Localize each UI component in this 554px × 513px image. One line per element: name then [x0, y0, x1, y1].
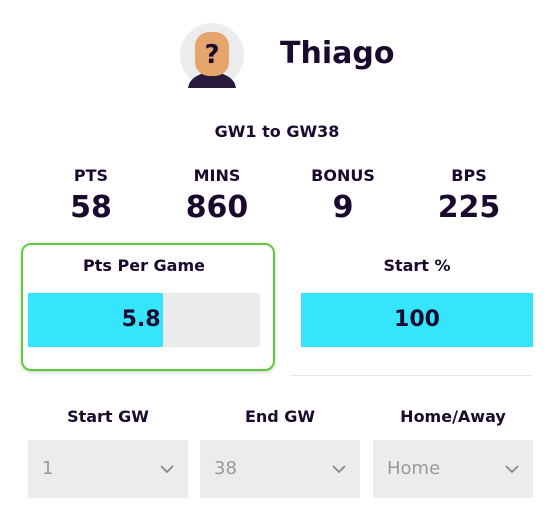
meter-bar — [301, 293, 533, 347]
chevron — [505, 465, 519, 474]
stat-label: MINS — [193, 166, 241, 185]
select[interactable]: 1 — [28, 440, 188, 498]
highlight-box — [21, 243, 275, 371]
stat-value: 9 — [332, 190, 354, 225]
select-value: Home — [387, 458, 441, 479]
select[interactable]: Home — [373, 440, 533, 498]
avatar: ? — [180, 23, 244, 88]
stat-label: BPS — [451, 166, 487, 185]
stat-value: 58 — [70, 190, 112, 225]
chevron — [160, 465, 174, 474]
stat-label: BONUS — [311, 166, 375, 185]
divider — [290, 375, 533, 376]
select[interactable]: 38 — [200, 440, 360, 498]
meter-value: 5.8 — [121, 307, 161, 332]
select-value: 1 — [42, 458, 54, 479]
stat-label: PTS — [73, 166, 109, 185]
meter-bar — [28, 293, 163, 347]
select-value: 38 — [214, 458, 237, 479]
meter-label: Start % — [383, 256, 451, 275]
stat-value: 225 — [437, 190, 501, 225]
filter-label: Start GW — [67, 407, 149, 426]
stat-value: 860 — [185, 190, 249, 225]
period: GW1 to GW38 — [214, 122, 340, 141]
filter-label: Home/Away — [400, 407, 506, 426]
filter-label: End GW — [244, 407, 316, 426]
avatar-symbol: ? — [204, 40, 219, 70]
meter-value: 100 — [394, 307, 440, 332]
meter-label: Pts Per Game — [83, 256, 205, 275]
meter-track: 5.8 — [28, 293, 260, 347]
chevron — [332, 465, 346, 474]
meter-track: 100 — [301, 293, 533, 347]
player-name: Thiago — [280, 36, 395, 71]
